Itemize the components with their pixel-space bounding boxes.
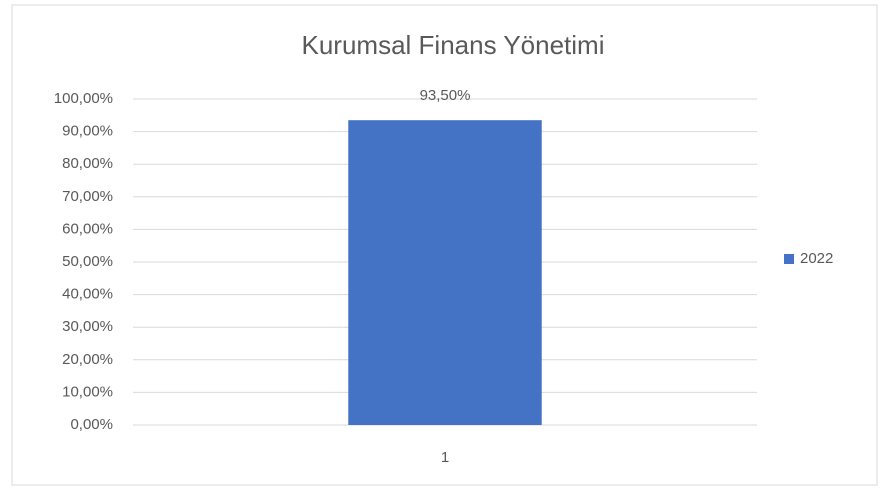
x-tick-label: 1 xyxy=(441,449,449,466)
y-tick-label: 20,00% xyxy=(62,351,113,368)
y-tick-label: 40,00% xyxy=(62,286,113,303)
data-label: 93,50% xyxy=(420,87,471,104)
y-tick-label: 10,00% xyxy=(62,383,113,400)
y-tick-label: 90,00% xyxy=(62,123,113,140)
chart-title: Kurumsal Finans Yönetimi xyxy=(302,30,605,60)
y-tick-label: 30,00% xyxy=(62,318,113,335)
legend-label: 2022 xyxy=(800,250,833,267)
y-tick-label: 50,00% xyxy=(62,253,113,270)
y-tick-label: 60,00% xyxy=(62,220,113,237)
y-tick-label: 100,00% xyxy=(54,90,113,107)
y-tick-label: 70,00% xyxy=(62,188,113,205)
y-tick-label: 0,00% xyxy=(70,416,113,433)
y-tick-label: 80,00% xyxy=(62,155,113,172)
bar xyxy=(348,120,542,425)
legend-swatch xyxy=(784,254,794,264)
